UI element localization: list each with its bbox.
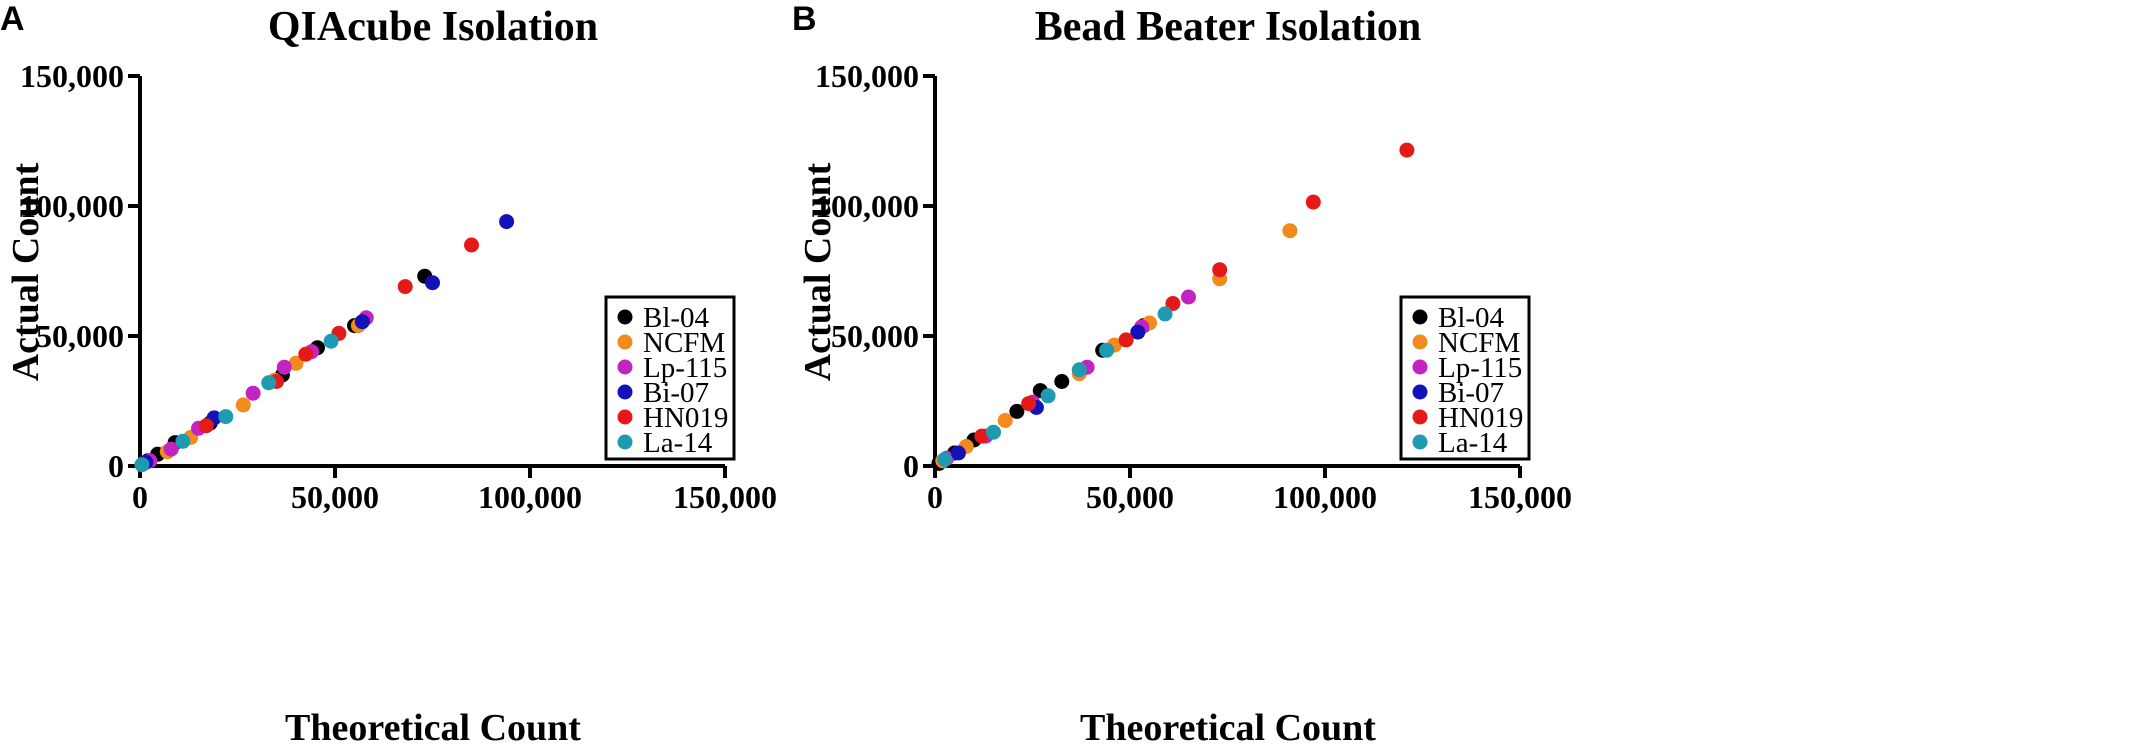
x-tick-label: 100,000 [478,479,582,515]
y-tick-label: 50,000 [831,318,919,354]
legend-marker [617,309,633,325]
x-axis-label: Theoretical Count [285,707,581,749]
legend-marker [617,434,633,450]
x-tick-label: 0 [927,479,943,515]
data-point-bi-07 [354,314,370,330]
data-point-ncfm [1282,223,1298,239]
data-points [134,214,515,473]
y-axis-label: Actual Count [797,162,839,381]
panel-letter-a: A [0,0,25,38]
data-point-hn019 [1212,262,1228,278]
y-tick-label: 100,000 [20,188,124,224]
x-tick-label: 50,000 [291,479,379,515]
data-point-bi-07 [1130,324,1146,340]
x-tick-label: 100,000 [1273,479,1377,515]
data-point-la-14 [261,375,277,391]
data-point-hn019 [1165,296,1181,311]
data-point-la-14 [937,452,953,467]
x-tick-label: 0 [132,479,148,515]
legend-marker [617,384,633,400]
data-point-la-14 [1071,362,1087,378]
legend-label: Bi-07 [643,377,709,409]
data-point-la-14 [175,433,191,449]
legend-label: Bi-07 [1438,377,1504,409]
legend-label: Lp-115 [1438,352,1522,384]
data-point-bi-07 [950,445,966,461]
x-tick-label: 50,000 [1086,479,1174,515]
legend-marker [1412,434,1428,450]
y-tick-label: 50,000 [36,318,124,354]
data-point-bl-04 [1054,374,1070,389]
data-point-ncfm [235,397,251,413]
x-tick-label: 150,000 [1468,479,1572,515]
legend-box [1399,295,1531,461]
data-point-hn019 [1305,194,1321,210]
legend-marker [1412,384,1428,400]
panel-letter-b: B [792,0,817,38]
y-tick-label: 150,000 [815,58,919,94]
x-tick-label: 150,000 [673,479,777,515]
data-point-lp-115 [245,385,261,401]
y-tick-label: 0 [903,448,919,484]
data-point-lp-115 [163,441,179,457]
legend-marker [617,359,633,375]
data-point-la-14 [323,333,339,349]
legend-marker [1412,334,1428,350]
data-point-la-14 [1157,306,1173,322]
data-point-hn019 [298,346,314,362]
legend-label: HN019 [643,402,728,434]
legend-label: HN019 [1438,402,1523,434]
data-point-hn019 [198,418,214,434]
legend-marker [1412,359,1428,375]
data-point-la-14 [134,457,150,473]
data-point-ncfm [288,355,304,371]
axis-ticks: 0 50,000 100,000 150,000 0 50,000 100,000 150,0… [815,58,1572,515]
legend-label: Lp-115 [643,352,727,384]
data-point-bl-04 [1009,403,1025,419]
data-point-hn019 [397,279,413,295]
data-point-la-14 [986,424,1001,440]
chart-title: Bead Beater Isolation [1035,4,1422,50]
legend-label: NCFM [643,327,725,359]
legend-marker [617,334,633,350]
legend-label: La-14 [643,427,713,459]
legend-marker [617,409,633,425]
panel-a: A QIAcube Isolation Actual Count Theoret… [0,0,777,749]
data-point-ncfm [997,413,1013,428]
data-point-la-14 [1099,342,1115,358]
axis-ticks: 0 50,000 100,000 150,000 0 50,000 100,000 150,0… [20,58,777,515]
legend-label: NCFM [1438,327,1520,359]
data-point-hn019 [1118,332,1134,348]
data-point-bi-07 [425,275,440,291]
data-point-la-14 [1040,388,1056,404]
y-tick-label: 150,000 [20,58,124,94]
panel-b: B Bead Beater Isolation Actual Count The… [792,0,1572,749]
legend-label: Bl-04 [643,302,710,334]
legend-label: Bl-04 [1438,302,1505,334]
y-axis-label: Actual Count [5,162,47,381]
legend-label: La-14 [1438,427,1508,459]
y-tick-label: 100,000 [815,188,919,224]
data-point-hn019 [1021,396,1037,412]
data-point-hn019 [974,428,990,444]
legend-marker [1412,409,1428,425]
data-points [931,142,1415,471]
data-point-bi-07 [499,214,515,230]
chart-title: QIAcube Isolation [268,4,598,50]
data-point-hn019 [1399,142,1415,158]
data-point-lp-115 [276,359,292,375]
legend-marker [1412,309,1428,325]
data-point-lp-115 [1181,289,1196,305]
data-point-hn019 [464,237,479,253]
x-axis-label: Theoretical Count [1080,707,1376,749]
data-point-la-14 [218,409,234,425]
y-tick-label: 0 [108,448,124,484]
